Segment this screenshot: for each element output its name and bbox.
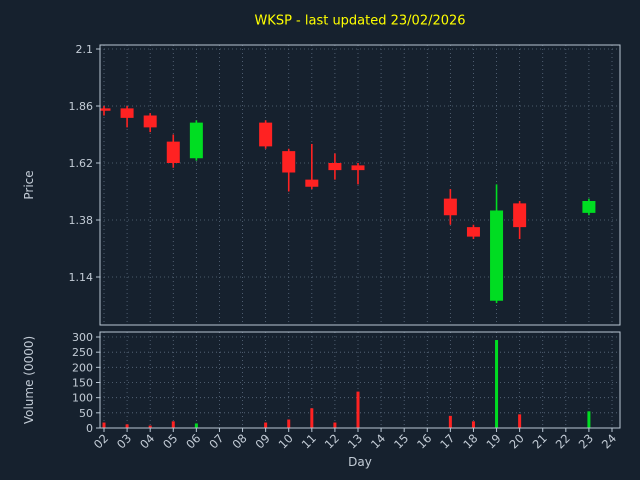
candle bbox=[189, 120, 203, 161]
volume-bar bbox=[310, 408, 314, 428]
x-tick-label: 09 bbox=[253, 431, 273, 451]
x-tick-label: 07 bbox=[206, 431, 226, 451]
x-tick-label: 16 bbox=[414, 431, 434, 451]
volume-bar bbox=[333, 422, 337, 428]
volume-bar bbox=[356, 391, 360, 428]
x-tick-label: 15 bbox=[391, 431, 411, 451]
x-tick-label: 11 bbox=[299, 431, 319, 451]
x-tick-label: 03 bbox=[114, 431, 134, 451]
chart-title: WKSP - last updated 23/02/2026 bbox=[254, 13, 466, 29]
volume-bar bbox=[287, 419, 291, 428]
volume-bars bbox=[102, 340, 591, 428]
price-tick-label: 2.1 bbox=[76, 43, 94, 56]
volume-bar bbox=[448, 415, 452, 428]
candle bbox=[120, 106, 134, 128]
volume-bar bbox=[171, 421, 175, 428]
volume-tick-label: 200 bbox=[72, 361, 93, 374]
candlesticks bbox=[100, 106, 596, 304]
volume-bar bbox=[148, 425, 152, 428]
candle bbox=[143, 113, 157, 133]
x-tick-label: 21 bbox=[530, 431, 550, 451]
price-tick-label: 1.62 bbox=[69, 157, 94, 170]
candle bbox=[259, 120, 273, 149]
tick-marks bbox=[96, 48, 613, 432]
candle bbox=[490, 184, 504, 304]
x-tick-label: 05 bbox=[160, 431, 180, 451]
x-tick-label: 19 bbox=[483, 431, 503, 451]
gridlines bbox=[100, 45, 620, 429]
x-tick-label: 14 bbox=[368, 431, 388, 451]
candle bbox=[282, 148, 296, 192]
volume-bar bbox=[125, 424, 129, 428]
x-tick-label: 24 bbox=[599, 431, 619, 451]
x-tick-label: 22 bbox=[553, 431, 573, 451]
x-tick-label: 18 bbox=[460, 431, 480, 451]
x-tick-label: 02 bbox=[91, 431, 111, 451]
volume-bar bbox=[471, 421, 475, 428]
candle bbox=[100, 106, 111, 116]
price-tick-label: 1.14 bbox=[69, 271, 94, 284]
candle bbox=[443, 189, 457, 225]
volume-tick-label: 100 bbox=[72, 392, 93, 405]
price-tick-label: 1.38 bbox=[69, 214, 94, 227]
axes-frames bbox=[99, 44, 621, 429]
x-tick-label: 04 bbox=[137, 431, 157, 451]
volume-tick-label: 300 bbox=[72, 331, 93, 344]
x-tick-label: 12 bbox=[322, 431, 342, 451]
volume-bar bbox=[495, 340, 499, 428]
volume-bar bbox=[264, 422, 268, 428]
x-tick-label: 10 bbox=[276, 431, 296, 451]
candle bbox=[513, 201, 527, 239]
x-axis-label: Day bbox=[348, 455, 372, 469]
x-tick-label: 20 bbox=[507, 431, 527, 451]
x-tick-label: 17 bbox=[437, 431, 457, 451]
candle bbox=[328, 153, 342, 180]
candle bbox=[351, 163, 365, 185]
volume-bar bbox=[518, 414, 522, 428]
volume-bar bbox=[194, 423, 198, 428]
volume-bar bbox=[102, 422, 106, 428]
x-tick-label: 08 bbox=[229, 431, 249, 451]
x-tick-label: 23 bbox=[576, 431, 596, 451]
volume-bar bbox=[587, 411, 591, 428]
volume-tick-label: 0 bbox=[86, 422, 93, 435]
volume-tick-label: 150 bbox=[72, 377, 93, 390]
volume-tick-label: 50 bbox=[79, 407, 93, 420]
candle bbox=[582, 198, 596, 216]
price-tick-label: 1.86 bbox=[69, 100, 94, 113]
candle bbox=[166, 134, 180, 168]
candle bbox=[466, 224, 480, 239]
candle bbox=[305, 144, 319, 190]
x-tick-label: 06 bbox=[183, 431, 203, 451]
x-tick-label: 13 bbox=[345, 431, 365, 451]
volume-tick-label: 250 bbox=[72, 346, 93, 359]
